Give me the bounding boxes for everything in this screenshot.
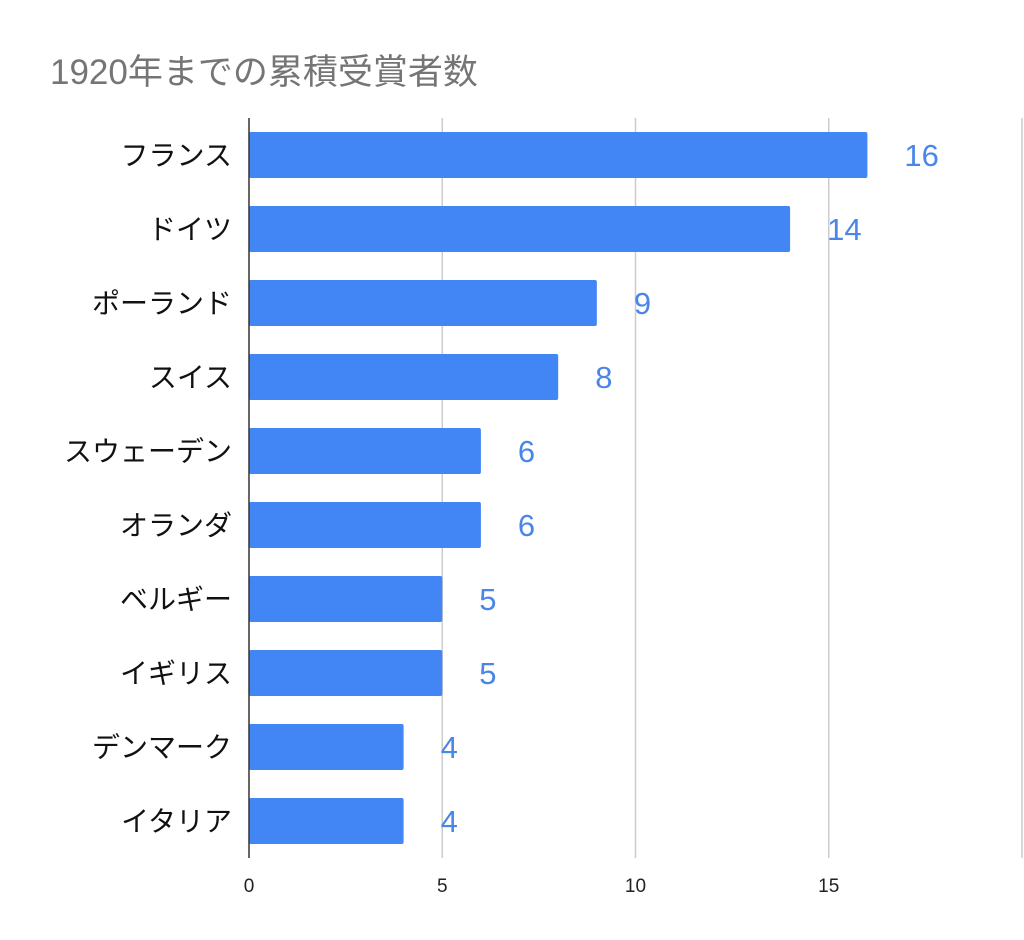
x-tick-label: 0 (244, 876, 255, 897)
category-label: フランス (121, 140, 232, 171)
category-label: イギリス (120, 658, 232, 689)
category-label: オランダ (120, 510, 232, 541)
data-label: 6 (518, 434, 535, 469)
bar (249, 576, 443, 622)
data-label: 6 (518, 508, 535, 543)
x-tick-label: 10 (625, 876, 646, 897)
bar (249, 724, 404, 770)
data-label: 5 (479, 582, 496, 617)
x-tick-label: 5 (437, 876, 448, 897)
bar (249, 132, 868, 178)
bar (249, 798, 404, 844)
chart-title: 1920年までの累積受賞者数 (50, 53, 478, 92)
category-label: ドイツ (148, 214, 232, 245)
bar (249, 428, 481, 474)
bar (249, 206, 791, 252)
bar (249, 650, 443, 696)
x-tick-label: 15 (818, 876, 839, 897)
data-label: 14 (827, 212, 861, 247)
bar (249, 354, 559, 400)
category-label: ポーランド (92, 288, 232, 319)
bar (249, 280, 597, 326)
category-label: イタリア (121, 806, 232, 837)
data-label: 8 (595, 360, 612, 395)
category-label: スウェーデン (64, 436, 232, 467)
category-label: デンマーク (92, 732, 232, 763)
bar (249, 502, 481, 548)
data-label: 16 (904, 138, 938, 173)
category-label: スイス (149, 362, 232, 393)
data-label: 9 (634, 286, 651, 321)
category-label: ベルギー (120, 584, 232, 615)
data-label: 4 (441, 804, 458, 839)
data-label: 4 (441, 730, 458, 765)
data-label: 5 (479, 656, 496, 691)
